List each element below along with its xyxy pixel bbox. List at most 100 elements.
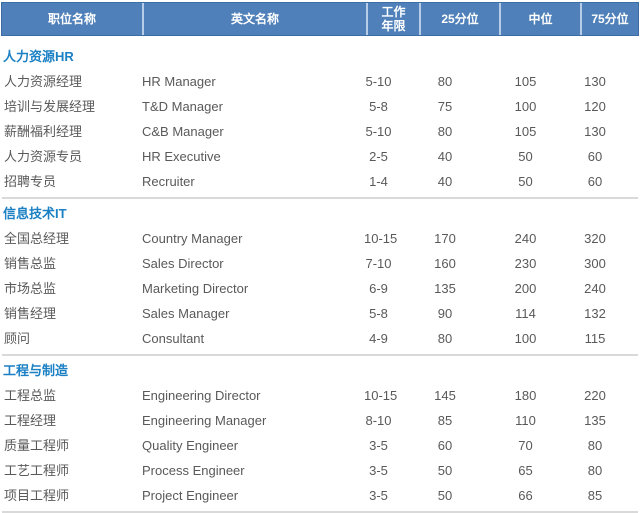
cell-job-title-en: Sales Director bbox=[142, 256, 224, 271]
section-divider bbox=[2, 511, 638, 513]
cell-work-years: 5-10 bbox=[365, 124, 392, 139]
cell-work-years: 5-8 bbox=[369, 306, 388, 321]
header-percentile-25-label: 25分位 bbox=[441, 12, 479, 26]
table-row: 人力资源专员 HR Executive 2-5 40 50 60 bbox=[0, 144, 640, 169]
table-row: 销售经理 Sales Manager 5-8 90 114 132 bbox=[0, 301, 640, 326]
cell-median: 70 bbox=[518, 438, 533, 453]
cell-job-title-cn: 人力资源专员 bbox=[4, 149, 83, 164]
cell-percentile-75: 132 bbox=[584, 306, 606, 321]
cell-median: 100 bbox=[514, 99, 537, 114]
table-row: 销售总监 Sales Director 7-10 160 230 300 bbox=[0, 251, 640, 276]
cell-percentile-25: 50 bbox=[437, 463, 453, 478]
cell-percentile-75: 240 bbox=[584, 281, 606, 296]
cell-median: 110 bbox=[515, 413, 536, 428]
table-row: 工程经理 Engineering Manager 8-10 85 110 135 bbox=[0, 408, 640, 433]
cell-median: 66 bbox=[518, 488, 533, 503]
header-percentile-25: 25分位 bbox=[419, 3, 499, 35]
cell-median: 105 bbox=[514, 124, 537, 139]
cell-job-title-en: Process Engineer bbox=[142, 463, 245, 478]
cell-median: 230 bbox=[514, 256, 537, 271]
cell-work-years: 3-5 bbox=[369, 488, 388, 503]
table-row: 薪酬福利经理 C&B Manager 5-10 80 105 130 bbox=[0, 119, 640, 144]
cell-job-title-en: Sales Manager bbox=[142, 306, 230, 321]
cell-median: 114 bbox=[515, 306, 536, 321]
cell-percentile-25: 80 bbox=[437, 331, 453, 346]
cell-percentile-75: 320 bbox=[584, 231, 606, 246]
cell-work-years: 4-9 bbox=[369, 331, 388, 346]
cell-job-title-cn: 项目工程师 bbox=[4, 488, 70, 503]
cell-percentile-75: 130 bbox=[584, 124, 606, 139]
table-row: 项目工程师 Project Engineer 3-5 50 66 85 bbox=[0, 483, 640, 508]
cell-job-title-en: C&B Manager bbox=[142, 124, 224, 139]
cell-median: 180 bbox=[514, 388, 537, 403]
cell-work-years: 2-5 bbox=[369, 149, 388, 164]
cell-percentile-75: 300 bbox=[584, 256, 606, 271]
cell-percentile-75: 130 bbox=[584, 74, 606, 89]
cell-percentile-25: 60 bbox=[437, 438, 453, 453]
cell-job-title-en: Project Engineer bbox=[142, 488, 239, 503]
cell-work-years: 7-10 bbox=[365, 256, 392, 271]
header-median-label: 中位 bbox=[528, 12, 553, 26]
cell-job-title-cn: 人力资源经理 bbox=[4, 74, 83, 89]
cell-median: 50 bbox=[518, 174, 533, 189]
cell-percentile-75: 115 bbox=[584, 331, 606, 346]
cell-job-title-en: Recruiter bbox=[142, 174, 195, 189]
cell-percentile-25: 80 bbox=[437, 74, 453, 89]
cell-percentile-25: 40 bbox=[437, 174, 453, 189]
cell-percentile-75: 135 bbox=[584, 413, 606, 428]
cell-job-title-cn: 全国总经理 bbox=[4, 231, 70, 246]
cell-median: 200 bbox=[514, 281, 537, 296]
cell-percentile-75: 80 bbox=[587, 438, 603, 453]
header-work-years: 工作年限 bbox=[366, 3, 419, 35]
cell-job-title-en: HR Manager bbox=[142, 74, 216, 89]
cell-percentile-75: 60 bbox=[587, 149, 603, 164]
cell-job-title-en: Country Manager bbox=[142, 231, 243, 246]
table-row: 工艺工程师 Process Engineer 3-5 50 65 80 bbox=[0, 458, 640, 483]
cell-job-title-en: Marketing Director bbox=[142, 281, 249, 296]
header-work-years-label: 工作年限 bbox=[381, 5, 406, 33]
cell-job-title-en: T&D Manager bbox=[142, 99, 223, 114]
cell-percentile-25: 170 bbox=[434, 231, 456, 246]
cell-job-title-en: HR Executive bbox=[142, 149, 221, 164]
cell-job-title-cn: 销售经理 bbox=[4, 306, 57, 321]
cell-percentile-25: 160 bbox=[434, 256, 456, 271]
cell-percentile-25: 50 bbox=[437, 488, 453, 503]
header-percentile-75: 75分位 bbox=[580, 3, 638, 35]
cell-work-years: 5-8 bbox=[369, 99, 388, 114]
cell-job-title-en: Engineering Director bbox=[142, 388, 261, 403]
section-divider bbox=[2, 354, 638, 356]
cell-work-years: 10-15 bbox=[364, 231, 398, 246]
cell-work-years: 10-15 bbox=[364, 388, 398, 403]
cell-percentile-75: 120 bbox=[584, 99, 606, 114]
cell-work-years: 3-5 bbox=[369, 438, 388, 453]
section-title: 信息技术IT bbox=[3, 206, 67, 221]
cell-percentile-25: 145 bbox=[434, 388, 456, 403]
header-job-title-cn-label: 职位名称 bbox=[47, 12, 96, 26]
table-row: 人力资源经理 HR Manager 5-10 80 105 130 bbox=[0, 69, 640, 94]
table-row: 招聘专员 Recruiter 1-4 40 50 60 bbox=[0, 169, 640, 194]
cell-percentile-25: 75 bbox=[437, 99, 453, 114]
cell-work-years: 1-4 bbox=[369, 174, 388, 189]
cell-median: 100 bbox=[514, 331, 537, 346]
header-job-title-en-label: 英文名称 bbox=[230, 12, 279, 26]
cell-job-title-cn: 质量工程师 bbox=[4, 438, 70, 453]
section-title: 人力资源HR bbox=[3, 49, 74, 64]
table-row: 市场总监 Marketing Director 6-9 135 200 240 bbox=[0, 276, 640, 301]
table-row: 全国总经理 Country Manager 10-15 170 240 320 bbox=[0, 226, 640, 251]
cell-percentile-25: 40 bbox=[437, 149, 453, 164]
cell-job-title-cn: 招聘专员 bbox=[4, 174, 57, 189]
cell-job-title-cn: 工艺工程师 bbox=[4, 463, 70, 478]
section-divider bbox=[2, 197, 638, 199]
cell-percentile-75: 80 bbox=[587, 463, 603, 478]
table-body: 人力资源HR 人力资源经理 HR Manager 5-10 80 105 130 培训与发展经… bbox=[0, 36, 640, 513]
cell-job-title-cn: 市场总监 bbox=[4, 281, 57, 296]
cell-percentile-75: 85 bbox=[587, 488, 603, 503]
cell-work-years: 3-5 bbox=[369, 463, 388, 478]
cell-percentile-75: 60 bbox=[587, 174, 603, 189]
table-row: 顾问 Consultant 4-9 80 100 115 bbox=[0, 326, 640, 351]
cell-job-title-cn: 培训与发展经理 bbox=[4, 99, 96, 114]
cell-percentile-25: 90 bbox=[437, 306, 453, 321]
table-row: 工程总监 Engineering Director 10-15 145 180 220 bbox=[0, 383, 640, 408]
cell-job-title-cn: 工程经理 bbox=[4, 413, 57, 428]
